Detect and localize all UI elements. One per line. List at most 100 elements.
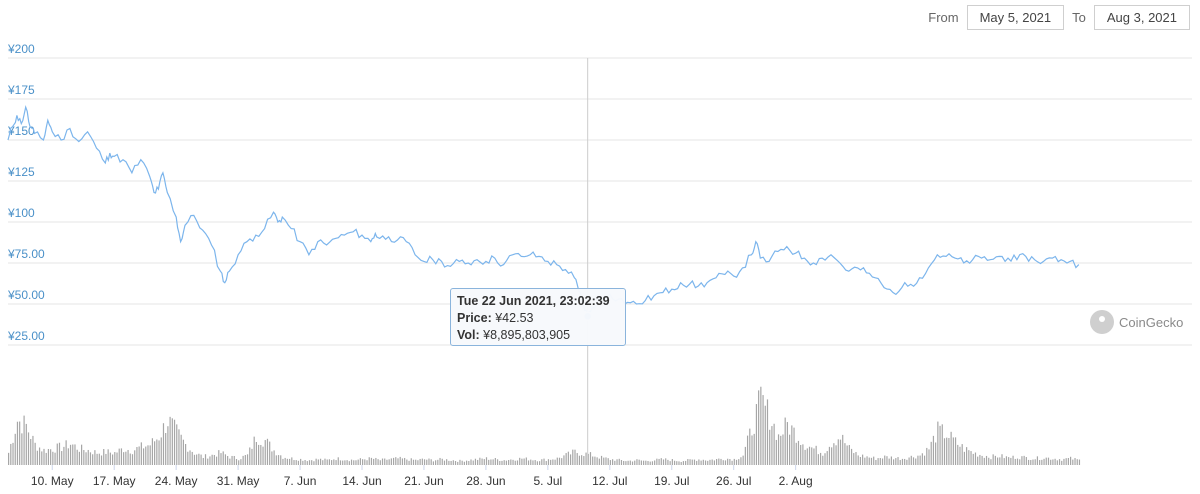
volume-bar (709, 459, 711, 465)
volume-bar (158, 440, 160, 465)
volume-bar (149, 445, 151, 465)
volume-bar (346, 460, 348, 465)
volume-bar (1016, 458, 1019, 465)
volume-bar (839, 439, 842, 465)
volume-bar (264, 440, 266, 465)
volume-bar (266, 438, 269, 465)
volume-bar (1063, 458, 1065, 465)
volume-bar (667, 459, 669, 465)
volume-bar (238, 460, 240, 465)
volume-bar (242, 455, 244, 465)
volume-bar (401, 458, 404, 465)
volume-bar (1061, 460, 1063, 465)
volume-bar (972, 453, 974, 465)
volume-bar (368, 457, 370, 465)
volume-bar (251, 448, 253, 465)
volume-bar (417, 460, 419, 465)
volume-bar (74, 444, 76, 465)
volume-bar (78, 451, 80, 465)
volume-bar (165, 433, 167, 465)
volume-bar (614, 460, 616, 465)
volume-bar (300, 458, 302, 465)
volume-bar (173, 419, 176, 465)
volume-bar (634, 460, 636, 465)
volume-bar (284, 457, 286, 465)
volume-bar (490, 459, 492, 465)
volume-bar (819, 452, 822, 465)
volume-bar (1076, 459, 1078, 465)
volume-bar (558, 457, 561, 465)
volume-bar (689, 459, 691, 465)
volume-bar (766, 399, 769, 465)
volume-bar (34, 442, 36, 465)
volume-bar (791, 425, 793, 465)
volume-bar (419, 458, 421, 465)
volume-bar (1070, 456, 1072, 465)
volume-bar (988, 457, 990, 465)
volume-bar (1036, 456, 1039, 465)
volume-bar (412, 459, 415, 465)
volume-bar (452, 460, 454, 465)
volume-bar (977, 456, 979, 465)
volume-bar (966, 447, 968, 465)
volume-bar (578, 455, 581, 465)
volume-bar (589, 452, 592, 465)
volume-bar (895, 458, 897, 465)
volume-bar (481, 458, 483, 465)
volume-bar (171, 418, 173, 465)
volume-bar (855, 452, 857, 465)
volume-bar (543, 458, 545, 465)
volume-bar (370, 457, 373, 465)
volume-bar (556, 457, 558, 465)
volume-bar (222, 451, 224, 465)
volume-bar (180, 434, 182, 465)
volume-bar (227, 456, 229, 465)
volume-bar (306, 461, 308, 465)
volume-bar (596, 457, 598, 465)
volume-bar (875, 459, 877, 465)
volume-bar (718, 458, 720, 465)
volume-bar (948, 438, 950, 465)
x-tick-label: 10. May (31, 474, 74, 488)
volume-bar (600, 455, 603, 465)
volume-bar (1014, 458, 1016, 465)
volume-bar (494, 458, 496, 465)
volume-bar (404, 457, 406, 465)
y-tick-label: ¥125 (7, 165, 35, 179)
price-line (7, 105, 1080, 319)
volume-bar (176, 424, 178, 465)
volume-bar (527, 460, 530, 465)
volume-bar (52, 451, 54, 465)
volume-bar (348, 461, 350, 465)
volume-bar (1008, 457, 1010, 465)
volume-bar (985, 455, 988, 465)
volume-bar (428, 458, 430, 465)
x-tick-label: 24. May (155, 474, 198, 488)
volume-bar (311, 460, 313, 465)
x-tick-label: 19. Jul (654, 474, 689, 488)
volume-bar (915, 458, 917, 465)
volume-bar (333, 459, 335, 465)
from-date-input[interactable]: May 5, 2021 (966, 5, 1065, 30)
volume-bar (120, 448, 123, 465)
volume-bar (569, 454, 572, 465)
volume-bar (379, 460, 381, 465)
volume-bar (255, 441, 257, 465)
volume-bar (565, 453, 567, 465)
volume-bar (519, 457, 521, 465)
volume-bar (645, 460, 647, 465)
y-axis-ticks: ¥25.00 ¥50.00 ¥75.00 ¥100 ¥125 ¥150 ¥175 ¥200 (7, 42, 45, 343)
volume-bar (344, 460, 346, 465)
x-tick-label: 7. Jun (284, 474, 317, 488)
volume-bar (36, 450, 38, 465)
volume-bar (828, 446, 831, 465)
to-date-input[interactable]: Aug 3, 2021 (1093, 5, 1190, 30)
volume-bar (713, 460, 715, 465)
volume-bar (574, 449, 576, 465)
brand-name: CoinGecko (1119, 314, 1184, 330)
volume-bar (450, 460, 452, 465)
volume-bar (430, 459, 432, 465)
volume-bar (477, 459, 479, 465)
coingecko-watermark: CoinGecko (1090, 310, 1183, 334)
